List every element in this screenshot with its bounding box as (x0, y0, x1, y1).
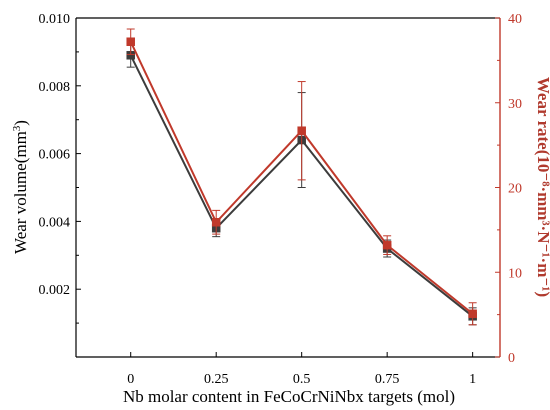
series-2-marker (211, 217, 221, 227)
series-2-marker (382, 240, 392, 250)
right-y-tick-label: 0 (508, 351, 515, 366)
x-tick-label: 0.5 (293, 372, 311, 387)
left-y-tick-label: 0.008 (39, 80, 71, 95)
left-y-title-base: Wear volume(mm (11, 131, 30, 254)
left-y-tick-label: 0.010 (39, 12, 71, 27)
right-y-tick-label: 20 (508, 182, 522, 197)
series-2-marker (126, 37, 135, 46)
x-axis-title: Nb molar content in FeCoCrNiNbx targets … (123, 387, 455, 406)
x-tick-label: 1 (469, 372, 476, 387)
left-y-title-sup: 3 (11, 125, 23, 131)
left-y-tick-label: 0.002 (39, 283, 71, 298)
series-2-marker (468, 309, 477, 319)
left-y-tick-label: 0.006 (39, 148, 71, 163)
right-y-tick-label: 30 (508, 97, 522, 112)
series-2-marker (297, 126, 306, 135)
right-y-tick-label: 10 (508, 266, 522, 281)
left-y-axis-title: Wear volume(mm3) (11, 120, 30, 254)
left-y-tick-label: 0.004 (39, 215, 71, 230)
left-y-title-end: ) (11, 120, 30, 126)
plot-layer: 0 0.25 0.5 0.75 1 0.002 0.004 0.006 0.008 0.010 0 1… (39, 12, 523, 387)
x-tick-label: 0.75 (375, 372, 400, 387)
x-tick-label: 0 (127, 372, 134, 387)
right-y-axis-title: Wear rate(10⁻⁸·mm³·N⁻¹·m⁻¹) (534, 77, 550, 297)
x-tick-label: 0.25 (204, 372, 229, 387)
right-y-tick-label: 40 (508, 12, 522, 27)
